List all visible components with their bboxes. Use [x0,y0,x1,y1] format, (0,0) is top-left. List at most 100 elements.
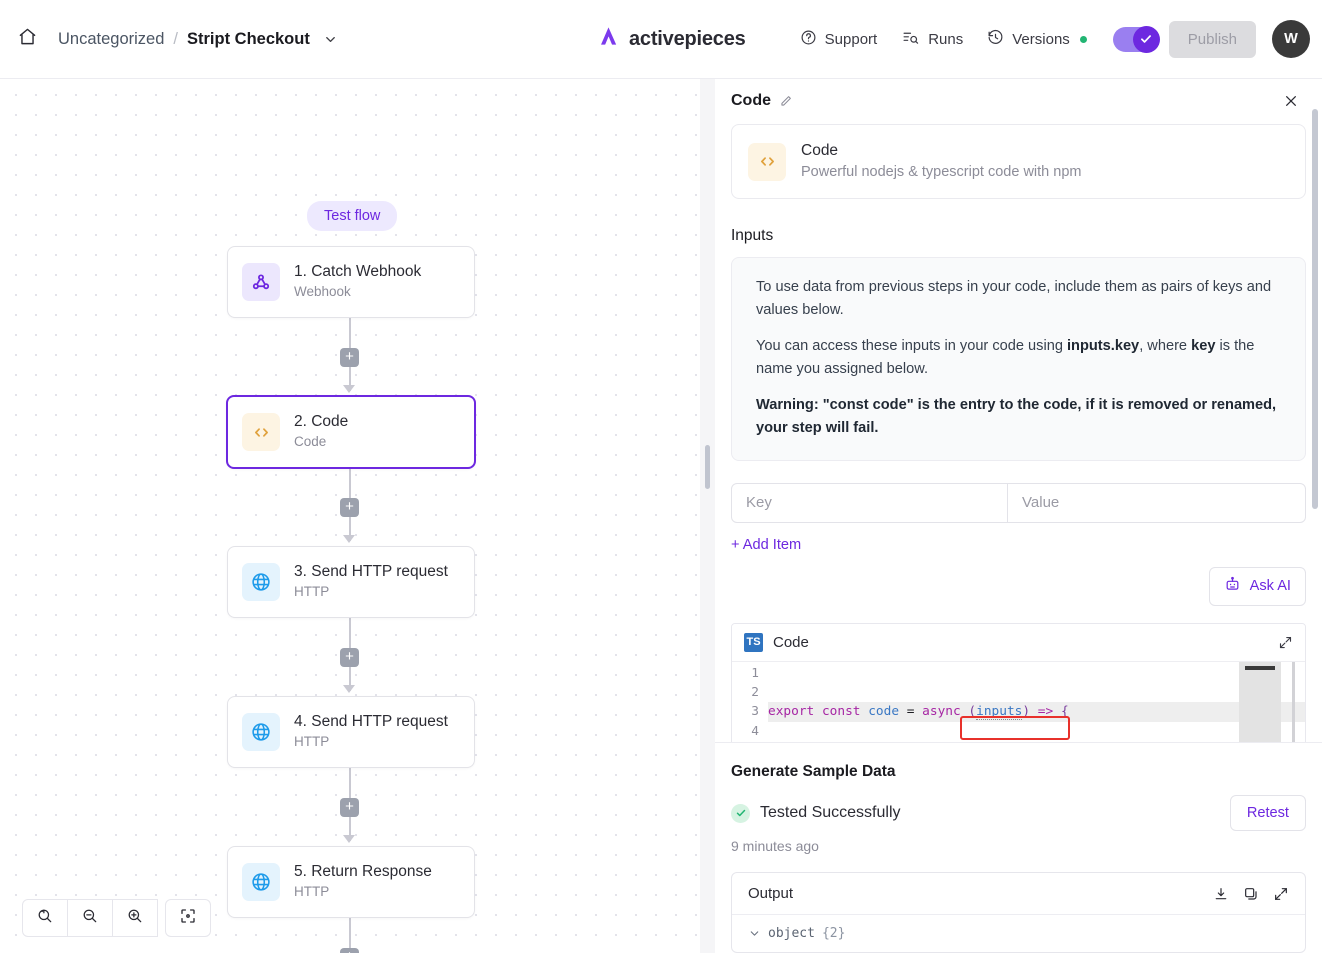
header-actions: Support Runs Versions Publish [788,20,1322,58]
arrow-head-4-5 [343,835,355,843]
fit-view-button[interactable] [165,899,211,937]
output-label: Output [748,885,794,902]
step-settings-panel: Code Code Powerful nodejs & types [715,79,1322,953]
zoom-in-button[interactable] [112,899,158,937]
resize-grip[interactable] [705,445,710,489]
info-p2-a: You can access these inputs in your code… [756,338,1067,355]
fit-view-icon [179,907,197,930]
info-p2-c: , where [1139,338,1192,355]
typescript-badge: TS [744,632,763,652]
info-warning-text: Warning: "const code" is the entry to th… [756,397,1277,437]
step-title: 2. Code [294,413,349,431]
flow-canvas[interactable]: Test flow + + + + + 1. Catch Webhook [0,79,700,953]
runs-list-icon [901,29,920,50]
flow-step-send-http-request-3[interactable]: 3. Send HTTP request HTTP [227,546,475,618]
breadcrumb-folder[interactable]: Uncategorized [58,29,165,48]
value-input[interactable] [1008,483,1305,522]
add-step-button-3[interactable]: + [340,648,359,667]
key-input[interactable] [732,483,1008,522]
add-step-button-1[interactable]: + [340,348,359,367]
flow-step-code[interactable]: 2. Code Code [226,395,476,469]
download-icon[interactable] [1213,886,1229,902]
zoom-out-button[interactable] [67,899,113,937]
retest-button[interactable]: Retest [1229,795,1306,831]
info-paragraph-1: To use data from previous steps in your … [756,279,1272,318]
flow-step-send-http-request-4[interactable]: 4. Send HTTP request HTTP [227,696,475,768]
panel-resize-divider[interactable] [700,79,715,953]
close-icon[interactable] [1278,88,1304,114]
code-line-1: export const code = async (inputs) => { [768,702,1305,722]
code-editor-body[interactable]: 1 2 3 4 5 export const code = async (inp… [732,661,1305,742]
reset-zoom-button[interactable] [22,899,68,937]
zoom-out-icon [81,907,99,930]
add-step-button-2[interactable]: + [340,498,359,517]
chevron-down-icon[interactable] [748,927,761,940]
test-status-text: Tested Successfully [760,804,901,821]
connector-5-end [349,918,351,953]
minimap-line [1245,665,1275,670]
breadcrumb-separator: / [173,29,178,48]
add-item-button[interactable]: + Add Item [731,536,802,553]
pencil-icon[interactable] [779,94,793,108]
expand-icon[interactable] [1273,886,1289,902]
piece-description: Powerful nodejs & typescript code with n… [801,164,1082,181]
support-button[interactable]: Support [788,22,890,57]
output-box: Output [731,872,1306,953]
main-area: Test flow + + + + + 1. Catch Webhook [0,79,1322,953]
info-p2-code-inputs-key: inputs.key [1067,338,1140,355]
brand-name: activepieces [629,27,746,50]
brand-logo: activepieces [597,25,746,53]
line-number: 1 [751,665,759,681]
add-step-button-5[interactable]: + [340,948,359,953]
code-brackets-icon [242,413,280,451]
line-number: 2 [751,684,759,700]
step-subtitle: HTTP [294,884,330,900]
activepieces-logo-icon [597,25,620,53]
copy-icon[interactable] [1243,886,1259,902]
toggle-knob [1132,25,1160,53]
flow-step-catch-webhook[interactable]: 1. Catch Webhook Webhook [227,246,475,318]
reset-zoom-icon [36,907,54,930]
generate-sample-data-title: Generate Sample Data [731,763,896,780]
input-key-value-row [731,482,1306,523]
line-number: 4 [751,723,759,739]
home-button[interactable] [10,22,44,56]
breadcrumb-flow-name[interactable]: Stript Checkout [187,29,310,48]
line-number: 5 [732,741,759,742]
info-paragraph-2: You can access these inputs in your code… [756,335,1281,380]
panel-header: Code [715,79,1322,122]
output-actions [1213,886,1289,902]
check-circle-icon [731,803,750,823]
step-title: 1. Catch Webhook [294,263,422,281]
test-flow-button[interactable]: Test flow [307,201,398,231]
code-minimap[interactable] [1239,661,1281,742]
panel-scroll-area[interactable]: Code Powerful nodejs & typescript code w… [715,122,1322,742]
globe-icon [242,713,280,751]
versions-button[interactable]: Versions [975,22,1099,57]
runs-button[interactable]: Runs [889,22,975,57]
avatar[interactable]: W [1272,20,1310,58]
code-editor-title: Code [773,633,809,651]
code-content[interactable]: export const code = async (inputs) => { … [768,661,1305,742]
output-tree: object {2} [732,915,1305,952]
flow-step-return-response[interactable]: 5. Return Response HTTP [227,846,475,918]
zoom-in-icon [126,907,144,930]
ask-ai-label: Ask AI [1249,578,1291,595]
history-clock-icon [987,29,1004,50]
add-step-button-4[interactable]: + [340,798,359,817]
step-subtitle: Code [294,434,327,450]
publish-button[interactable]: Publish [1168,20,1256,58]
info-paragraph-warning: Warning: "const code" is the entry to th… [756,394,1281,439]
code-vertical-scrollbar[interactable] [1292,661,1295,742]
expand-icon[interactable] [1278,635,1293,650]
arrow-head-1-2 [343,385,355,393]
line-number: 3 [751,704,759,720]
chevron-down-icon[interactable] [323,32,338,47]
ask-ai-button[interactable]: Ask AI [1208,566,1306,606]
step-subtitle: HTTP [294,584,330,600]
globe-icon [242,863,280,901]
flow-enabled-toggle[interactable] [1112,25,1160,53]
panel-title: Code [731,91,771,109]
panel-scrollbar[interactable] [1312,109,1318,509]
code-editor[interactable]: TS Code 1 2 3 4 5 [731,622,1306,742]
